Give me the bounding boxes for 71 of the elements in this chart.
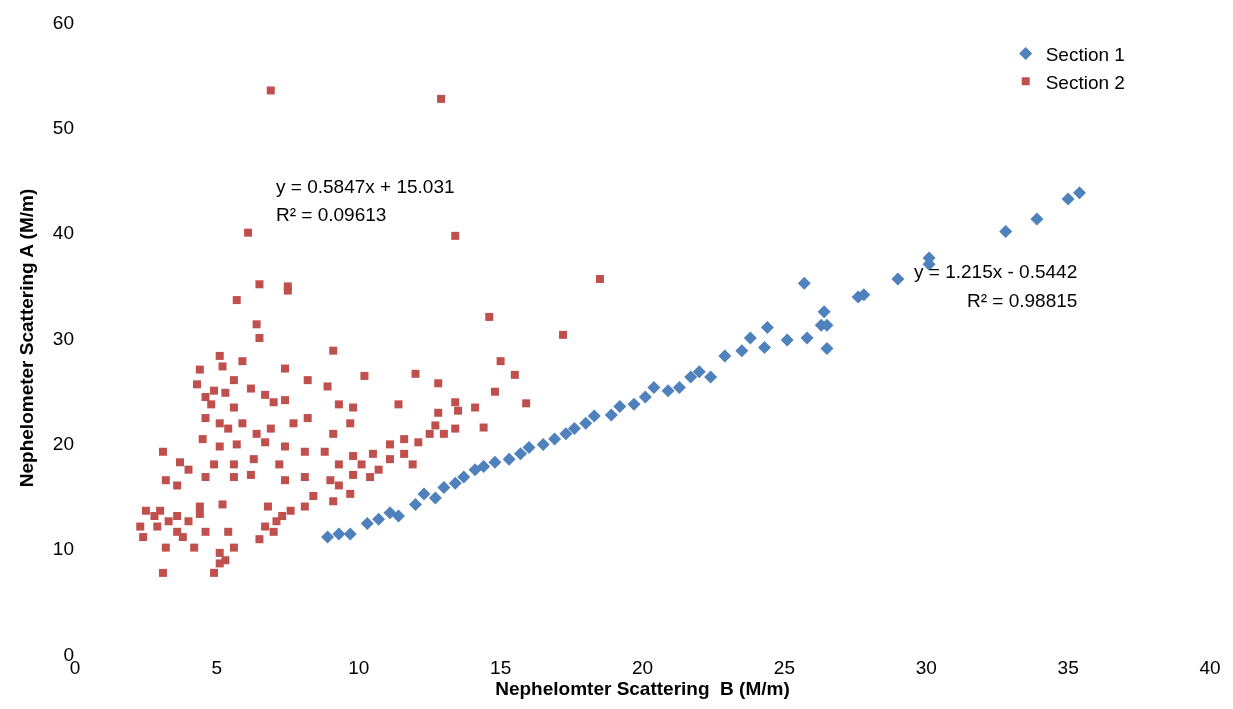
point bbox=[321, 530, 335, 544]
x-tick-label: 10 bbox=[348, 657, 370, 678]
point bbox=[999, 225, 1013, 239]
point bbox=[360, 516, 374, 530]
annotation: R² = 0.98815 bbox=[967, 290, 1078, 311]
point bbox=[820, 342, 834, 356]
x-tick-label: 25 bbox=[773, 657, 795, 678]
point bbox=[743, 331, 757, 345]
x-tick-label: 5 bbox=[211, 657, 223, 678]
point bbox=[758, 340, 772, 354]
y-tick-label: 50 bbox=[52, 116, 74, 138]
legend-label: Section 2 bbox=[1045, 71, 1125, 93]
point bbox=[797, 276, 811, 290]
point bbox=[548, 432, 562, 446]
point bbox=[760, 320, 774, 334]
point bbox=[437, 481, 451, 495]
point bbox=[1061, 192, 1075, 206]
point bbox=[448, 476, 462, 490]
point bbox=[817, 305, 831, 319]
point bbox=[332, 527, 346, 541]
y-axis-title: Nephelometer Scattering A (M/m) bbox=[15, 188, 37, 488]
point bbox=[718, 349, 732, 363]
point bbox=[536, 437, 550, 451]
point bbox=[409, 497, 422, 511]
point bbox=[800, 331, 814, 345]
annotation: R² = 0.09613 bbox=[276, 204, 387, 225]
point bbox=[559, 427, 573, 441]
y-tick-label: 60 bbox=[52, 11, 74, 33]
point bbox=[647, 381, 661, 395]
point bbox=[1072, 186, 1086, 200]
point bbox=[477, 460, 491, 474]
point bbox=[704, 370, 718, 384]
y-tick-label: 20 bbox=[52, 432, 74, 454]
point bbox=[587, 409, 601, 423]
point bbox=[513, 447, 527, 461]
point bbox=[567, 422, 581, 436]
point bbox=[391, 509, 405, 523]
point bbox=[502, 452, 516, 466]
x-axis-title: Nephelomter Scattering B (M/m) bbox=[495, 678, 790, 699]
point bbox=[1030, 212, 1044, 226]
point bbox=[488, 455, 502, 469]
point bbox=[661, 384, 675, 398]
x-tick-label: 35 bbox=[1057, 657, 1079, 678]
point bbox=[735, 344, 749, 358]
point bbox=[672, 381, 686, 395]
annotation: y = 0.5847x + 15.031 bbox=[276, 176, 455, 197]
point bbox=[343, 527, 357, 541]
y-tick-label: 10 bbox=[52, 538, 74, 560]
point bbox=[579, 416, 593, 430]
annotation: y = 1.215x - 0.5442 bbox=[914, 261, 1078, 282]
point bbox=[613, 399, 627, 413]
point bbox=[604, 408, 618, 422]
y-tick-label: 40 bbox=[52, 222, 74, 244]
point bbox=[522, 441, 536, 455]
point bbox=[684, 370, 698, 384]
point bbox=[428, 491, 442, 505]
point bbox=[638, 390, 652, 404]
point bbox=[692, 365, 706, 379]
point bbox=[457, 470, 471, 484]
x-tick-label: 40 bbox=[1199, 657, 1221, 678]
point bbox=[627, 397, 641, 411]
x-tick-label: 15 bbox=[490, 657, 512, 678]
point bbox=[891, 272, 905, 286]
point bbox=[468, 463, 482, 477]
x-tick-label: 30 bbox=[915, 657, 937, 678]
point bbox=[780, 333, 794, 347]
point bbox=[417, 487, 431, 501]
legend-label: Section 1 bbox=[1045, 43, 1125, 65]
point bbox=[372, 512, 386, 526]
y-tick-label: 30 bbox=[52, 327, 74, 349]
x-tick-label: 20 bbox=[631, 657, 654, 678]
